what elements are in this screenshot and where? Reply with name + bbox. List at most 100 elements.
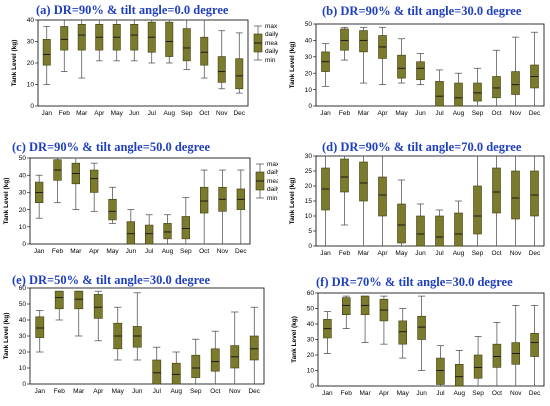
box-dec — [530, 305, 539, 387]
x-tick-label: Jun — [415, 250, 426, 257]
box-jul — [147, 19, 156, 64]
box-may — [397, 38, 406, 84]
box-feb — [341, 295, 351, 330]
box-mar — [359, 155, 368, 247]
box-jul — [435, 69, 444, 107]
box-apr — [378, 155, 387, 247]
box-apr — [93, 290, 103, 342]
x-tick-label: Oct — [199, 248, 209, 255]
y-tick-label: 40 — [305, 38, 313, 45]
y-tick-label: 10 — [27, 82, 35, 89]
plot-frame — [29, 157, 251, 245]
x-tick-label: Apr — [377, 250, 388, 257]
box-jan — [323, 311, 332, 354]
box-body — [165, 21, 174, 57]
x-tick-label: Dec — [233, 110, 245, 117]
box-jan — [42, 26, 51, 85]
box-aug — [171, 351, 181, 385]
y-tick-label: 20 — [27, 60, 35, 67]
box-apr — [378, 26, 387, 86]
x-tick-label: Apr — [89, 248, 100, 255]
x-tick-label: May — [112, 388, 125, 395]
y-tick-label: 30 — [19, 333, 27, 340]
y-axis-label: Tank Level (kg) — [11, 40, 18, 87]
plot-frame — [317, 292, 545, 387]
box-may — [112, 19, 121, 62]
box-body — [359, 161, 368, 202]
box-may — [113, 306, 123, 361]
box-body — [511, 170, 520, 220]
x-tick-label: Jun — [126, 248, 137, 255]
x-tick-label: Jun — [132, 388, 143, 395]
box-dec — [530, 155, 539, 247]
box-oct — [200, 169, 209, 245]
box-body — [132, 326, 142, 348]
box-jun — [416, 203, 425, 247]
box-body — [473, 185, 482, 235]
box-body — [454, 364, 464, 387]
x-tick-label: Mar — [358, 110, 370, 117]
y-tick-label: 20 — [305, 70, 313, 77]
y-tick-label: 30 — [27, 39, 35, 46]
box-body — [74, 290, 84, 310]
y-axis-label: Tank Level (kg) — [3, 313, 10, 360]
x-tick-label: Sep — [472, 390, 484, 397]
chart-panel-e: (e) DR=50% & tilt angle=30.0 degree 0 10 20… — [2, 272, 272, 404]
box-dec — [236, 169, 245, 245]
legend-label: mean — [267, 178, 284, 185]
box-body — [108, 198, 117, 221]
box-may — [397, 179, 406, 247]
y-tick-label: 0 — [30, 103, 34, 110]
box-oct — [492, 155, 501, 247]
box-body — [378, 176, 387, 217]
x-tick-label: May — [395, 110, 408, 117]
box-body — [492, 343, 502, 368]
chart-panel-b: (b) DR=90% & tilt angle=30.0 degree 0 10 20… — [278, 2, 548, 132]
box-jul — [152, 346, 162, 385]
chart-a: (a) DR=90% & tilt angle=0.0 degree 0 10 20 3… — [11, 3, 293, 117]
box-body — [530, 332, 539, 357]
box-oct — [200, 19, 209, 79]
box-body — [436, 357, 445, 385]
box-body — [530, 170, 539, 217]
box-mar — [77, 19, 86, 79]
box-body — [77, 23, 86, 51]
x-tick-label: Jan — [35, 388, 46, 395]
x-tick-label: Dec — [235, 248, 247, 255]
box-mar — [71, 157, 80, 210]
box-mar — [74, 290, 84, 337]
x-tick-label: Jul — [435, 250, 444, 257]
box-body — [235, 58, 244, 90]
x-tick-label: Dec — [248, 388, 260, 395]
x-tick-label: Aug — [453, 110, 465, 117]
y-axis-label: Tank Level (kg) — [3, 178, 10, 225]
x-tick-label: Sep — [472, 110, 484, 117]
y-tick-label: 40 — [19, 317, 27, 324]
box-body — [93, 294, 103, 319]
chart-panel-c: (c) DR=90% & tilt angle=50.0 degree 0 10 20… — [2, 138, 293, 268]
box-body — [60, 26, 69, 51]
box-sep — [181, 197, 190, 245]
x-tick-label: Dec — [529, 110, 541, 117]
chart-title: (d) DR=90% & tilt angle=70.0 degree — [322, 140, 522, 154]
legend-label: mean — [265, 40, 282, 47]
box-nov — [217, 30, 226, 90]
box-jun — [417, 295, 426, 371]
box-body — [181, 216, 190, 240]
box-jan — [35, 174, 44, 219]
y-tick-label: 0 — [308, 243, 312, 250]
x-tick-label: Jul — [148, 110, 157, 117]
y-axis-label: Tank Level (kg) — [289, 178, 296, 225]
y-tick-label: 0 — [308, 103, 312, 110]
box-body — [473, 82, 482, 102]
y-tick-label: 60 — [19, 285, 27, 292]
chart-panel-d: (d) DR=90% & tilt angle=70.0 degree 0 5 10 1… — [278, 138, 548, 268]
y-tick-label: 10 — [19, 365, 27, 372]
box-body — [217, 56, 226, 83]
x-tick-label: Oct — [491, 250, 501, 257]
legend-label: min — [267, 195, 278, 202]
box-jan — [321, 43, 330, 87]
box-body — [435, 215, 444, 247]
box-body — [145, 224, 154, 245]
box-body — [210, 348, 220, 372]
